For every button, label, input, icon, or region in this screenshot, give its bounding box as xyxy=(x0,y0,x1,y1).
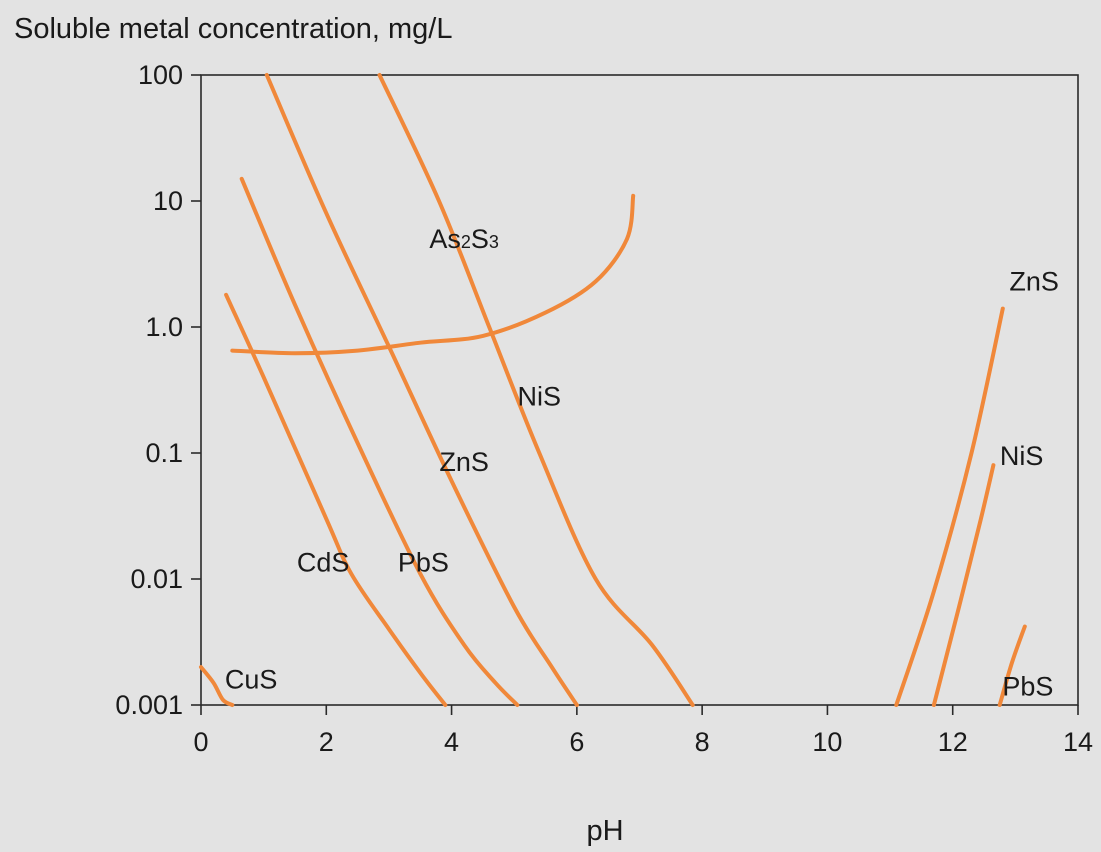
x-axis-title: pH xyxy=(586,815,623,847)
x-tick-label: 10 xyxy=(812,727,842,757)
x-tick-label: 6 xyxy=(569,727,584,757)
curve-label: NiS xyxy=(518,382,562,412)
curve-label: CdS xyxy=(297,548,350,578)
curve-label: NiS xyxy=(1000,441,1044,471)
curve-label: ZnS xyxy=(439,447,489,477)
x-tick-label: 0 xyxy=(193,727,208,757)
x-tick-label: 4 xyxy=(444,727,459,757)
x-tick-label: 14 xyxy=(1063,727,1093,757)
x-tick-label: 8 xyxy=(695,727,710,757)
y-axis-title: Soluble metal concentration, mg/L xyxy=(14,13,452,45)
x-tick-label: 12 xyxy=(938,727,968,757)
curve-pbs xyxy=(239,176,520,707)
y-tick-label: 0.1 xyxy=(145,438,183,468)
curve-label: PbS xyxy=(1002,672,1053,702)
y-tick-label: 10 xyxy=(153,186,183,216)
y-tick-label: 100 xyxy=(138,60,183,90)
y-tick-label: 0.01 xyxy=(130,564,183,594)
curve-zns xyxy=(264,73,579,707)
y-tick-label: 1.0 xyxy=(145,312,183,342)
curve-label: As2S3 xyxy=(429,224,499,254)
curves-group xyxy=(199,73,1027,707)
curve-nis xyxy=(931,463,996,707)
curve-nis xyxy=(377,73,695,707)
curve-label: CuS xyxy=(225,664,278,694)
x-tick-label: 2 xyxy=(319,727,334,757)
curve-zns xyxy=(894,306,1005,707)
y-tick-label: 0.001 xyxy=(115,690,183,720)
curve-label: ZnS xyxy=(1009,266,1059,296)
curve-labels-group: CuS CdS PbS ZnS NiS As2S3 ZnS NiS PbS xyxy=(225,224,1059,702)
curve-cds xyxy=(224,292,448,707)
curve-as2s3 xyxy=(230,193,636,356)
curve-cus xyxy=(199,665,235,707)
curve-label: PbS xyxy=(398,548,449,578)
plot-frame xyxy=(200,74,1079,706)
curve-pbs xyxy=(997,624,1027,707)
axes-group: 0 2 4 6 8 10 12 14 100 10 1.0 0.1 0.01 0.001 xyxy=(115,60,1093,757)
